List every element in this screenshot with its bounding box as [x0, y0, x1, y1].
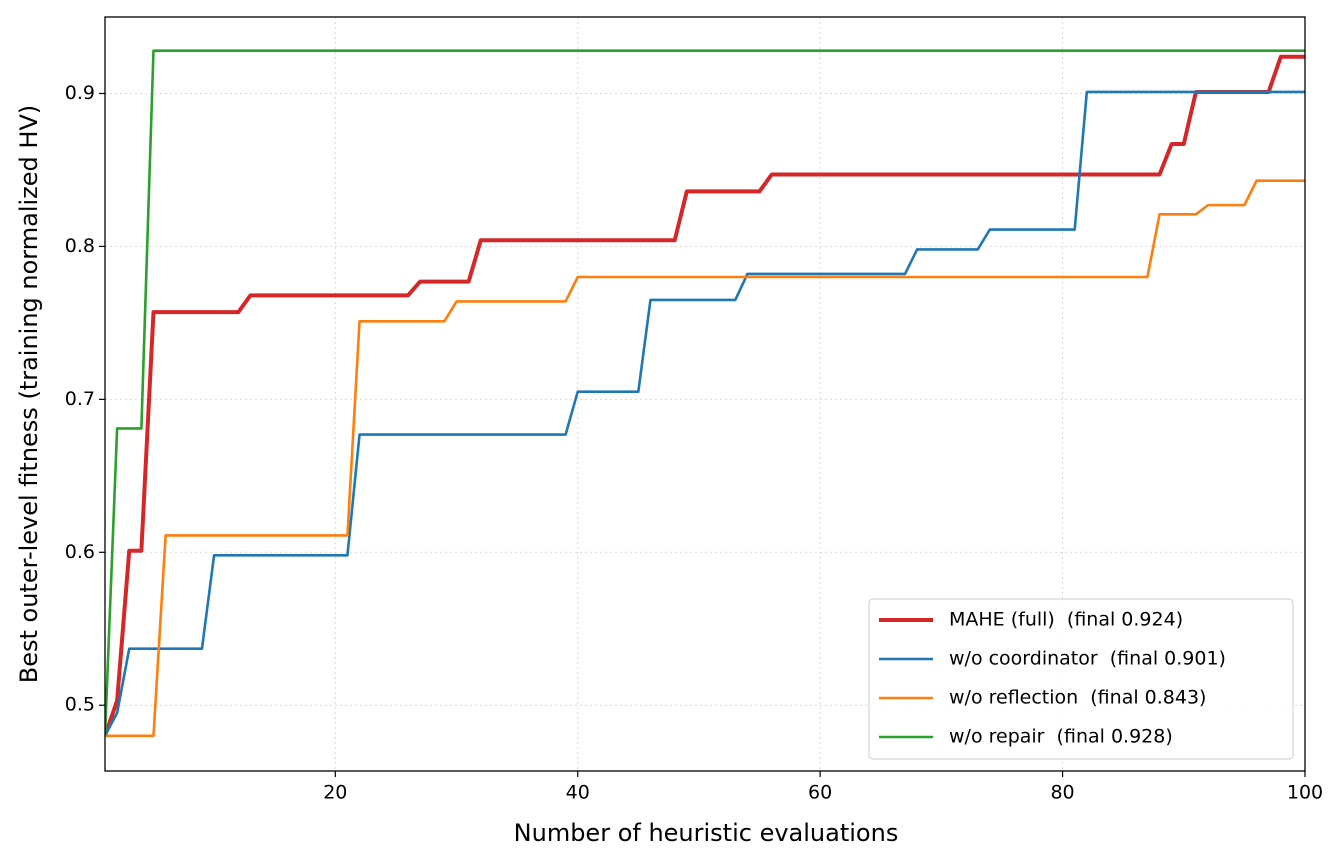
x-tick-label: 60 [808, 782, 832, 804]
series-line [105, 54, 1305, 737]
y-axis-label: Best outer-level fitness (training norma… [15, 105, 43, 683]
x-tick-label: 100 [1287, 782, 1323, 804]
x-axis-label: Number of heuristic evaluations [514, 819, 899, 847]
y-tick-label: 0.6 [65, 541, 95, 563]
series-line [105, 49, 1305, 736]
legend-box [868, 598, 1294, 760]
legend-label: w/o coordinator (final 0.901) [949, 648, 1226, 670]
legend-label: w/o reflection (final 0.843) [949, 687, 1206, 709]
x-tick-label: 80 [1050, 782, 1074, 804]
y-tick-label: 0.7 [65, 388, 95, 410]
y-tick-label: 0.5 [65, 694, 95, 716]
legend-label: MAHE (full) (final 0.924) [949, 609, 1183, 631]
x-tick-label: 20 [323, 782, 347, 804]
y-tick-label: 0.9 [65, 82, 95, 104]
y-tick-label: 0.8 [65, 235, 95, 257]
legend-label: w/o repair (final 0.928) [949, 726, 1173, 748]
series-line [105, 90, 1305, 737]
x-tick-label: 40 [566, 782, 590, 804]
series-line [105, 179, 1305, 738]
plot-frame [104, 16, 1306, 772]
